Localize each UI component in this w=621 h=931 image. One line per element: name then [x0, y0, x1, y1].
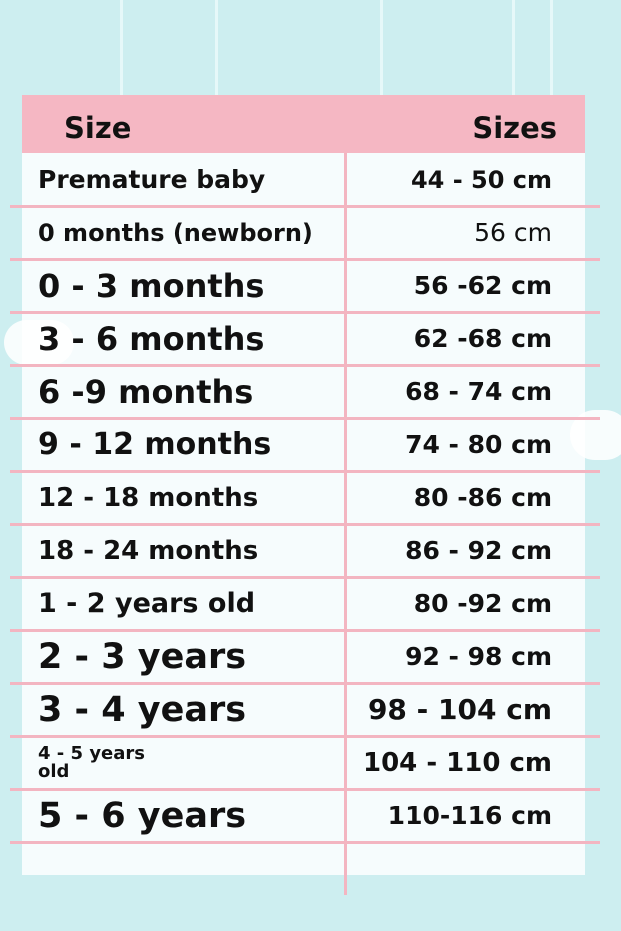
- row-line: [10, 841, 600, 844]
- size-value: 92 - 98 cm: [405, 642, 552, 671]
- row-line: [10, 576, 600, 579]
- decor-line: [120, 0, 123, 95]
- size-label: 5 - 6 years: [38, 795, 247, 836]
- size-label: 0 months (newborn): [38, 218, 313, 247]
- row-line: [10, 417, 600, 420]
- size-label: 3 - 4 years: [38, 689, 247, 730]
- size-label: 0 - 3 months: [38, 266, 265, 305]
- size-value: 98 - 104 cm: [367, 693, 552, 726]
- row-line: [10, 205, 600, 208]
- row-line: [10, 258, 600, 261]
- size-label: 18 - 24 months: [38, 535, 259, 566]
- size-label: 1 - 2 years old: [38, 588, 256, 619]
- decor-line: [512, 0, 515, 95]
- size-value: 56 -62 cm: [413, 271, 552, 300]
- header-cell: Sizes: [472, 111, 557, 145]
- size-label: 12 - 18 months: [38, 482, 259, 513]
- size-value: 44 - 50 cm: [410, 165, 552, 194]
- size-value: 62 -68 cm: [413, 324, 552, 353]
- decor-line: [380, 0, 383, 95]
- table-header: Size Sizes: [22, 95, 585, 153]
- decor-line: [550, 0, 553, 95]
- table-background: [22, 95, 585, 875]
- size-value: 74 - 80 cm: [405, 430, 552, 459]
- size-value: 80 -86 cm: [413, 483, 552, 512]
- size-label: 9 - 12 months: [38, 427, 272, 462]
- row-line: [10, 735, 600, 738]
- size-label: Premature baby: [38, 165, 266, 194]
- size-value: 68 - 74 cm: [405, 377, 552, 406]
- row-line: [10, 523, 600, 526]
- row-line: [10, 311, 600, 314]
- decor-line: [215, 0, 218, 95]
- header-cell: Size: [64, 111, 132, 145]
- row-line: [10, 682, 600, 685]
- size-label: 2 - 3 years: [38, 636, 247, 677]
- size-label: 4 - 5 years old: [38, 742, 145, 782]
- size-value: 110-116 cm: [387, 801, 552, 830]
- row-line: [10, 788, 600, 791]
- size-value: 104 - 110 cm: [363, 747, 552, 778]
- size-value: 80 -92 cm: [413, 589, 552, 618]
- size-label: 3 - 6 months: [38, 319, 265, 358]
- size-label: 6 -9 months: [38, 372, 254, 411]
- row-line: [10, 629, 600, 632]
- row-line: [10, 470, 600, 473]
- size-value: 56 cm: [474, 218, 552, 247]
- row-line: [10, 364, 600, 367]
- size-value: 86 - 92 cm: [405, 536, 552, 565]
